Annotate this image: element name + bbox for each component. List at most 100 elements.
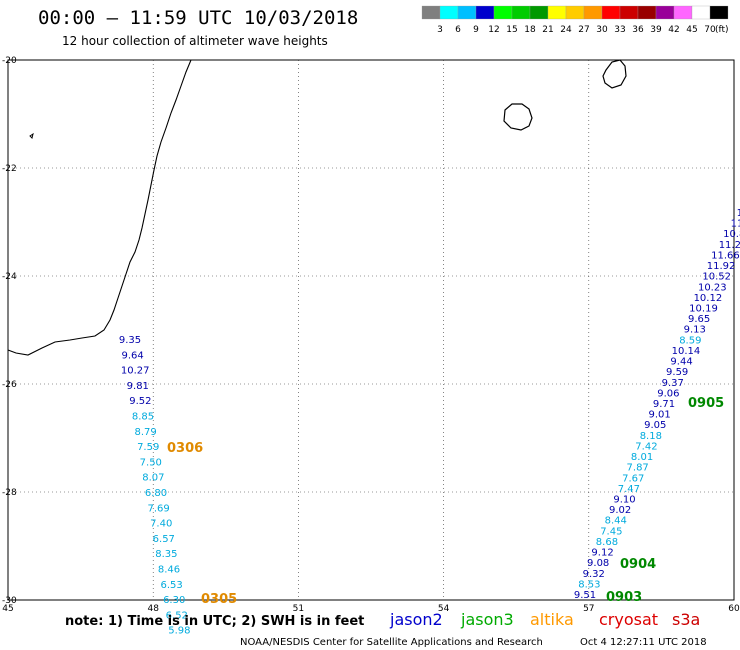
colorbar-legend: 3 6 9 12 15 18 21 24 27 30 33 36 39 42 45 70 bbox=[421, 5, 729, 35]
wave-height-label: 7.40 bbox=[150, 519, 172, 530]
wave-height-label: 9.13 bbox=[684, 325, 706, 336]
wave-height-label: 9.01 bbox=[648, 410, 670, 421]
pass-label: 0306 bbox=[167, 441, 203, 456]
latitude-tick: -22 bbox=[2, 164, 17, 174]
wave-height-label: 8.59 bbox=[679, 335, 701, 346]
wave-height-label: 6.30 bbox=[163, 595, 185, 606]
map-title: 00:00 – 11:59 UTC 10/03/2018 bbox=[38, 7, 358, 29]
legend-altika: altika bbox=[530, 610, 574, 629]
wave-height-label: 9.52 bbox=[129, 396, 151, 407]
colorbar-label: 6 bbox=[455, 25, 461, 35]
wave-height-label: 8.68 bbox=[596, 537, 618, 548]
pass-label: 0905 bbox=[688, 396, 724, 411]
wave-height-label: 8.07 bbox=[142, 473, 164, 484]
wave-height-label: 8.18 bbox=[640, 431, 662, 442]
colorbar-unit: (ft) bbox=[715, 25, 729, 35]
wave-height-label: 11.66 bbox=[711, 250, 740, 261]
wave-height-label: 10.19 bbox=[689, 304, 718, 315]
wave-height-label: 9.05 bbox=[644, 420, 666, 431]
wave-height-label: 9.02 bbox=[609, 505, 631, 516]
latitude-tick: -28 bbox=[2, 488, 17, 498]
colorbar-swatch bbox=[439, 5, 459, 20]
longitude-tick: 51 bbox=[293, 604, 304, 614]
colorbar-label: 12 bbox=[488, 25, 499, 35]
wave-height-label: 11. bbox=[731, 219, 740, 230]
colorbar-swatch bbox=[619, 5, 639, 20]
colorbar-swatch bbox=[457, 5, 477, 20]
colorbar-swatch bbox=[547, 5, 567, 20]
wave-height-label: 11.92 bbox=[707, 261, 736, 272]
wave-height-label: 9.51 bbox=[574, 590, 596, 601]
colorbar-swatch bbox=[511, 5, 531, 20]
colorbar-swatch bbox=[673, 5, 693, 20]
wave-height-label: 5.98 bbox=[168, 626, 190, 637]
longitude-tick: 54 bbox=[438, 604, 450, 614]
colorbar-swatch bbox=[421, 5, 441, 20]
longitude-tick: 45 bbox=[2, 604, 13, 614]
colorbar-swatch bbox=[601, 5, 621, 20]
wave-height-label: 7.45 bbox=[600, 526, 622, 537]
longitude-tick-labels: 45 48 51 54 57 60 bbox=[2, 604, 740, 614]
wave-height-label: 10.23 bbox=[698, 282, 727, 293]
wave-height-label: 6.53 bbox=[160, 580, 182, 591]
colorbar-swatch bbox=[529, 5, 549, 20]
colorbar-label: 39 bbox=[650, 25, 662, 35]
map-subtitle: 12 hour collection of altimeter wave hei… bbox=[62, 34, 328, 48]
colorbar-label: 42 bbox=[668, 25, 679, 35]
wave-height-label: 9.71 bbox=[653, 399, 675, 410]
colorbar-swatch bbox=[565, 5, 585, 20]
colorbar-label: 70 bbox=[704, 25, 716, 35]
wave-height-label: 9.81 bbox=[127, 381, 149, 392]
wave-height-label: 8.44 bbox=[605, 516, 627, 527]
legend-jason3: jason3 bbox=[460, 610, 514, 629]
generated-timestamp: Oct 4 12:27:11 UTC 2018 bbox=[580, 637, 707, 648]
colorbar-label: 33 bbox=[614, 25, 625, 35]
colorbar-label: 15 bbox=[506, 25, 517, 35]
coastline-madagascar bbox=[7, 59, 192, 356]
wave-height-label: 9.44 bbox=[670, 357, 692, 368]
wave-height-label: 6.57 bbox=[153, 534, 175, 545]
colorbar-label: 36 bbox=[632, 25, 644, 35]
wave-height-label: 9.10 bbox=[613, 495, 635, 506]
wave-height-label: 6.80 bbox=[145, 488, 167, 499]
credit-line: NOAA/NESDIS Center for Satellite Applica… bbox=[240, 637, 543, 648]
wave-height-label: 10.52 bbox=[702, 272, 731, 283]
legend-s3a: s3a bbox=[672, 610, 700, 629]
colorbar-label: 30 bbox=[596, 25, 608, 35]
wave-height-label: 8.53 bbox=[578, 579, 600, 590]
altimeter-track-west: 9.35 9.64 10.27 9.81 9.52 8.85 8.79 7.59 7.50 8.0… bbox=[119, 335, 191, 637]
wave-height-label: 9.64 bbox=[121, 350, 143, 361]
wave-height-label: 8.35 bbox=[155, 549, 177, 560]
wave-height-label: 7.59 bbox=[137, 442, 159, 453]
colorbar-swatch bbox=[583, 5, 603, 20]
altimeter-track-east: 1011.10.811.211.6611.9210.5210.2310.1210… bbox=[574, 208, 740, 601]
pass-label: 0904 bbox=[620, 557, 656, 572]
coastline-reunion bbox=[503, 103, 533, 131]
pass-label: 0305 bbox=[201, 592, 237, 607]
wave-height-label: 9.12 bbox=[591, 548, 613, 559]
wave-height-label: 10 bbox=[737, 208, 740, 219]
latitude-tick-labels: -20 -22 -24 -26 -28 -30 bbox=[2, 56, 17, 606]
wave-height-label: 7.69 bbox=[147, 503, 169, 514]
wave-height-label: 7.87 bbox=[627, 463, 649, 474]
wave-height-label: 9.37 bbox=[662, 378, 684, 389]
legend-cryosat: cryosat bbox=[599, 610, 658, 629]
wave-height-label: 11.2 bbox=[719, 240, 740, 251]
colorbar-label: 3 bbox=[437, 25, 443, 35]
wave-height-label: 9.35 bbox=[119, 335, 141, 346]
colorbar-label: 27 bbox=[578, 25, 589, 35]
wave-height-label: 8.79 bbox=[134, 427, 156, 438]
latitude-tick: -20 bbox=[2, 56, 17, 66]
wave-height-label: 7.67 bbox=[622, 473, 644, 484]
wave-height-label: 7.47 bbox=[618, 484, 640, 495]
longitude-tick: 60 bbox=[728, 604, 740, 614]
coastline-islet bbox=[29, 132, 34, 139]
wave-height-label: 7.42 bbox=[635, 441, 657, 452]
graticule bbox=[8, 60, 734, 600]
colorbar-label: 21 bbox=[542, 25, 553, 35]
wave-height-label: 9.08 bbox=[587, 558, 609, 569]
wave-height-label: 10.27 bbox=[121, 366, 150, 377]
latitude-tick: -30 bbox=[2, 596, 17, 606]
colorbar-swatch bbox=[655, 5, 675, 20]
